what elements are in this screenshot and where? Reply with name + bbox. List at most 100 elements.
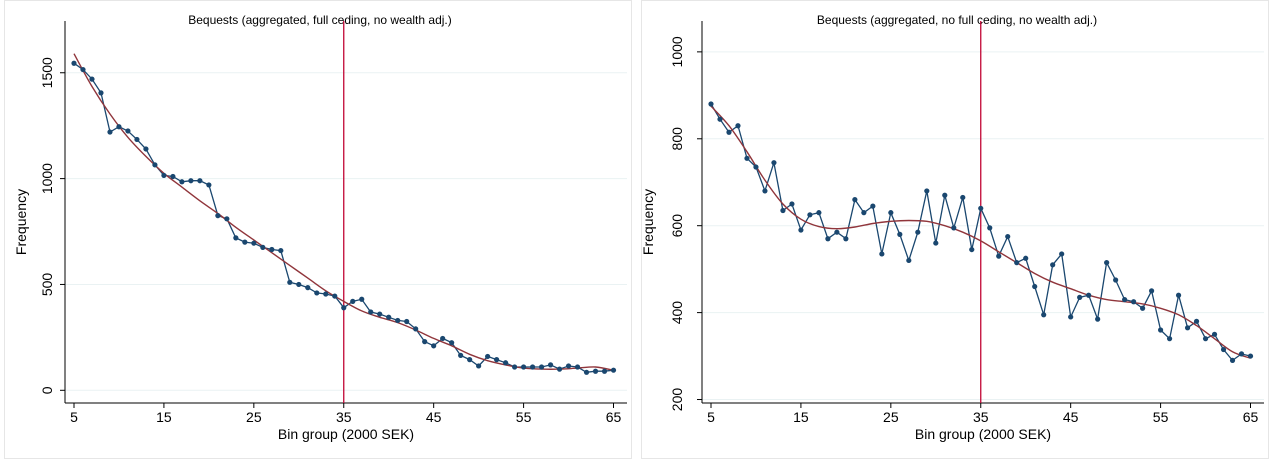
observed-point	[188, 178, 194, 184]
observed-point	[170, 173, 176, 180]
observed-point	[592, 368, 599, 374]
observed-point	[494, 357, 500, 363]
observed-point	[1202, 336, 1209, 342]
observed-point	[960, 194, 966, 201]
observed-point	[161, 172, 167, 179]
x-tick-label: 5	[707, 409, 715, 425]
observed-point	[951, 225, 957, 231]
chart-left: Bequests (aggregated, full ceding, no we…	[13, 13, 627, 442]
y-tick-label: 1500	[39, 57, 55, 88]
x-tick-label: 25	[246, 409, 262, 425]
x-tick-label: 5	[70, 409, 78, 425]
plot-area	[702, 41, 1264, 403]
y-tick-label: 800	[669, 127, 685, 151]
observed-point	[71, 60, 77, 66]
observed-point	[413, 326, 419, 332]
observed-point	[879, 251, 885, 257]
observed-point	[1023, 255, 1029, 261]
observed-point	[610, 367, 617, 373]
observed-point	[816, 210, 822, 216]
observed-point	[987, 225, 993, 231]
observed-point	[1247, 353, 1254, 359]
observed-point	[825, 236, 831, 242]
observed-point	[404, 318, 410, 325]
observed-point	[152, 162, 158, 168]
observed-point	[708, 101, 714, 107]
observed-point	[422, 339, 428, 345]
observed-point	[843, 236, 849, 242]
observed-point	[942, 192, 948, 198]
observed-point	[861, 210, 867, 216]
observed-point	[1059, 251, 1065, 257]
observed-point	[224, 216, 230, 222]
observed-point	[332, 293, 338, 299]
observed-point	[1014, 260, 1020, 266]
observed-point	[538, 364, 545, 370]
observed-point	[753, 164, 759, 170]
observed-point	[726, 129, 732, 135]
x-tick-label: 65	[1243, 409, 1259, 425]
chart-title: Bequests (aggregated, no full ceding, no…	[817, 13, 1097, 27]
observed-point	[440, 335, 446, 342]
observed-point	[125, 128, 131, 134]
observed-point	[1140, 305, 1146, 311]
observed-point	[1104, 260, 1110, 266]
observed-point	[1113, 277, 1119, 283]
observed-point	[206, 182, 212, 188]
chart-panel-left: Bequests (aggregated, full ceding, no we…	[4, 0, 632, 459]
x-tick-label: 45	[1063, 409, 1079, 425]
observed-point	[1041, 312, 1047, 318]
y-tick-label: 500	[39, 273, 55, 297]
observed-point	[915, 229, 921, 235]
observed-point	[807, 212, 813, 218]
x-tick-label: 25	[883, 409, 899, 425]
observed-point	[933, 240, 939, 246]
x-tick-label: 15	[793, 409, 809, 425]
observed-point	[395, 317, 401, 324]
observed-point	[547, 362, 554, 368]
observed-point	[1122, 296, 1128, 303]
observed-point	[798, 227, 804, 233]
observed-point	[1157, 327, 1164, 333]
chart-right: Bequests (aggregated, no full ceding, no…	[642, 13, 1264, 442]
observed-point	[1086, 292, 1092, 298]
observed-point	[1068, 314, 1074, 320]
observed-point	[449, 340, 455, 346]
observed-point	[1032, 283, 1038, 290]
observed-point	[852, 197, 858, 203]
observed-point	[1050, 262, 1056, 268]
observed-point	[134, 136, 140, 143]
observed-point	[314, 290, 320, 296]
observed-point	[1220, 346, 1227, 353]
y-tick-label: 1000	[669, 36, 685, 67]
observed-point	[215, 213, 221, 219]
observed-point	[278, 247, 284, 254]
observed-point	[107, 129, 113, 135]
x-axis-label: Bin group (2000 SEK)	[915, 426, 1051, 442]
observed-point	[780, 207, 786, 214]
observed-point	[512, 364, 518, 370]
observed-point	[143, 146, 149, 152]
x-tick-label: 55	[516, 409, 532, 425]
observed-point	[556, 366, 563, 372]
observed-point	[431, 343, 437, 349]
observed-point	[368, 309, 374, 315]
x-tick-label: 55	[1153, 409, 1169, 425]
chart-title: Bequests (aggregated, full ceding, no we…	[188, 13, 452, 27]
observed-point	[341, 305, 347, 311]
observed-point	[906, 257, 912, 264]
observed-point	[1175, 292, 1182, 298]
observed-point	[1238, 351, 1245, 357]
y-axis-label: Frequency	[642, 189, 656, 255]
observed-point	[1149, 288, 1155, 294]
observed-point	[996, 253, 1002, 259]
observed-point	[233, 235, 239, 241]
observed-point	[520, 364, 527, 370]
observed-point	[1229, 357, 1236, 364]
x-tick-label: 15	[156, 409, 172, 425]
x-tick-label: 35	[336, 409, 352, 425]
y-tick-label: 200	[669, 388, 685, 412]
x-tick-label: 65	[606, 409, 622, 425]
observed-point	[565, 363, 572, 369]
observed-point	[305, 285, 311, 291]
